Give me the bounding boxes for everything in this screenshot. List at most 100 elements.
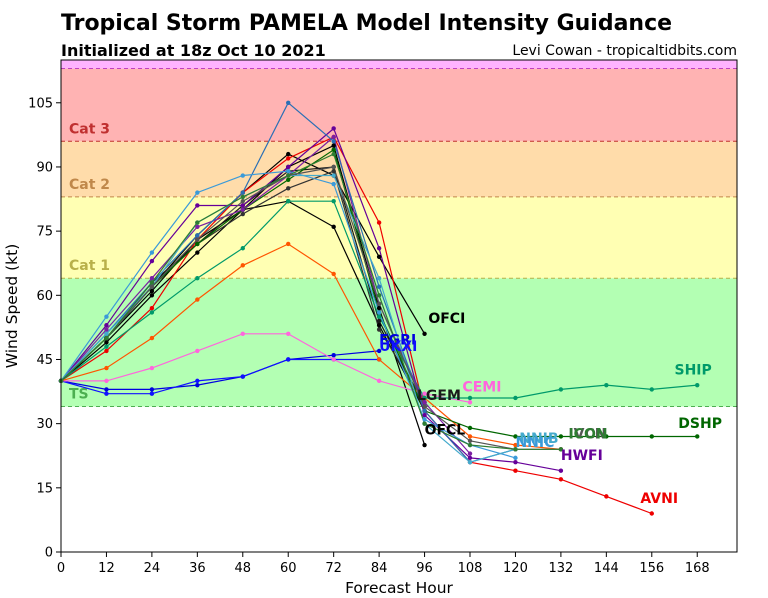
series-point-14-4 — [240, 190, 245, 195]
series-point-6-4 — [240, 374, 245, 379]
series-line-9 — [60, 243, 561, 450]
series-point-14-7 — [376, 284, 382, 289]
series-point-5-7 — [376, 348, 382, 354]
series-points — [58, 100, 700, 516]
series-point-10-4 — [240, 246, 245, 251]
series-label-2: UKXI — [379, 339, 417, 355]
series-line-17 — [60, 166, 561, 450]
series-line-5 — [60, 350, 380, 390]
chart-subtitle: Initialized at 18z Oct 10 2021 — [61, 41, 326, 60]
series-point-11-11 — [558, 434, 564, 439]
series-point-7-1 — [104, 378, 109, 384]
y-tick-label-1: 15 — [36, 481, 53, 496]
series-point-12-11 — [558, 468, 564, 473]
series-point-15-4 — [240, 173, 245, 178]
series-point-18-4 — [240, 194, 245, 200]
x-tick-label-11: 132 — [548, 561, 573, 576]
series-point-10-14 — [695, 382, 700, 388]
band-label-0: TS — [69, 387, 89, 403]
series-point-18-11 — [558, 447, 564, 452]
series-point-10-2 — [149, 310, 155, 315]
series-label-4: LGEM — [417, 388, 461, 404]
series-point-12-2 — [149, 258, 155, 264]
series-point-8-12 — [604, 494, 609, 499]
series-point-11-5 — [286, 177, 291, 182]
x-tick-label-2: 24 — [144, 561, 161, 576]
x-tick-label-8: 96 — [416, 561, 433, 576]
series-point-18-2 — [149, 280, 155, 285]
series-point-14-8 — [422, 408, 427, 414]
series-point-6-5 — [286, 357, 291, 362]
series-point-16-6 — [331, 173, 336, 178]
y-axis-label: Wind Speed (kt) — [3, 244, 21, 369]
band-label-3: Cat 3 — [69, 121, 110, 137]
y-tick-label-5: 75 — [36, 225, 53, 240]
series-point-10-7 — [376, 314, 382, 319]
x-tick-label-9: 108 — [458, 561, 483, 576]
series-point-1-8 — [422, 442, 427, 448]
series-point-13-8 — [422, 400, 427, 405]
series-point-6-2 — [149, 391, 155, 396]
x-tick-label-1: 12 — [98, 561, 115, 576]
series-point-6-1 — [104, 391, 109, 396]
x-axis-ticks: 0 12 24 36 48 60 72 84 96 108 120 132 144 156 168 — [57, 552, 710, 576]
series-point-11-10 — [513, 434, 518, 439]
series-point-4-5 — [286, 186, 291, 191]
series-point-7-7 — [376, 378, 382, 384]
band-3 — [61, 68, 737, 142]
series-point-10-13 — [649, 387, 654, 392]
series-point-4-7 — [376, 327, 382, 332]
series-point-13-9 — [467, 451, 473, 456]
series-point-5-2 — [149, 387, 155, 392]
series-label-3: CEMI — [462, 380, 501, 396]
series-point-18-3 — [195, 220, 200, 225]
x-tick-label-3: 36 — [189, 561, 206, 576]
series-point-13-4 — [240, 207, 245, 212]
y-tick-label-7: 105 — [28, 96, 53, 111]
series-label-8: NNIB — [519, 431, 558, 447]
series-point-1-6 — [331, 143, 336, 148]
series-point-13-2 — [149, 275, 155, 281]
series-point-14-5 — [286, 100, 291, 105]
series-point-15-6 — [331, 181, 336, 187]
series-label-5: OFCL — [425, 422, 466, 438]
series-point-17-4 — [240, 198, 245, 204]
series-point-12-10 — [513, 459, 518, 465]
series-label-1: EGRI — [379, 333, 416, 349]
series-point-7-5 — [286, 331, 291, 337]
series-line-18 — [60, 153, 561, 450]
y-tick-label-2: 30 — [36, 417, 53, 432]
series-point-5-3 — [195, 382, 200, 388]
series-point-11-12 — [604, 434, 609, 439]
series-point-9-1 — [104, 365, 109, 371]
series-point-10-11 — [558, 387, 564, 392]
series-point-14-3 — [195, 233, 200, 238]
y-tick-label-4: 60 — [36, 289, 53, 304]
y-tick-label-0: 0 — [45, 546, 53, 561]
series-point-12-5 — [286, 164, 291, 170]
x-tick-label-4: 48 — [235, 561, 252, 576]
series-point-18-10 — [513, 447, 518, 452]
series-point-12-9 — [467, 455, 473, 461]
series-line-6 — [60, 358, 380, 395]
series-point-7-2 — [149, 365, 155, 371]
series-point-8-7 — [376, 220, 382, 225]
series-point-4-6 — [331, 169, 336, 174]
y-tick-label-3: 45 — [36, 353, 53, 368]
series-point-17-8 — [422, 404, 427, 409]
series-point-12-4 — [240, 203, 245, 208]
series-point-12-3 — [195, 203, 200, 208]
series-point-13-1 — [104, 327, 109, 332]
series-point-15-8 — [422, 417, 427, 422]
series-point-15-5 — [286, 169, 291, 174]
x-tick-label-10: 120 — [503, 561, 528, 576]
series-label-7: DSHP — [678, 416, 722, 432]
series-point-16-7 — [376, 275, 382, 281]
series-point-8-5 — [286, 156, 291, 161]
x-tick-label-12: 144 — [594, 561, 619, 576]
series-label-10: IVCN — [568, 427, 606, 443]
x-tick-label-13: 156 — [639, 561, 664, 576]
series-point-7-6 — [331, 357, 336, 362]
series-point-5-1 — [104, 387, 109, 392]
series-point-10-8 — [422, 395, 427, 401]
